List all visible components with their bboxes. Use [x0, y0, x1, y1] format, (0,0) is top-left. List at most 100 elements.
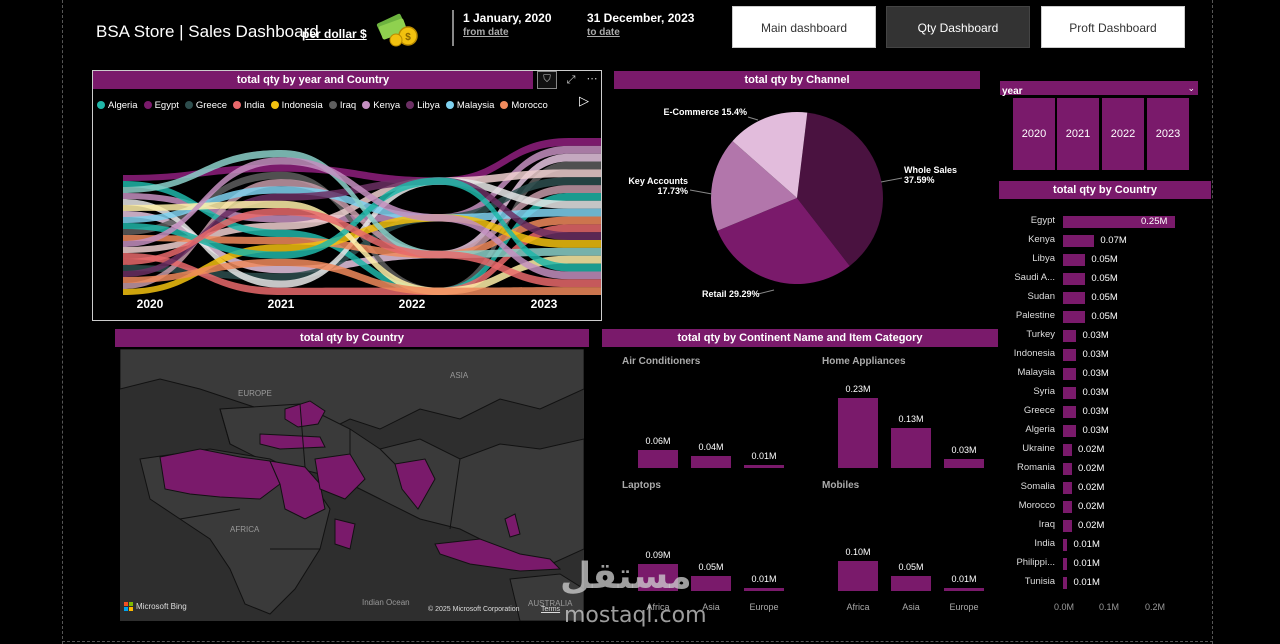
map-terms-link[interactable]: Terms	[541, 606, 561, 613]
country-bar[interactable]	[1063, 501, 1072, 513]
small-multiple-bar[interactable]	[891, 428, 931, 468]
legend-item[interactable]: Egypt	[143, 100, 179, 111]
country-bar-row[interactable]: Iraq 0.02M	[1000, 519, 1220, 533]
country-bar-row[interactable]: Somalia 0.02M	[1000, 481, 1220, 495]
slicer-dropdown-icon[interactable]: ⌄	[1187, 83, 1195, 93]
small-multiple-bar[interactable]	[638, 449, 678, 468]
to-date-label[interactable]: to date	[587, 27, 620, 38]
legend-item[interactable]: Algeria	[97, 100, 138, 111]
country-bar[interactable]	[1063, 444, 1072, 456]
stream-band[interactable]	[123, 181, 601, 295]
country-bar[interactable]	[1063, 235, 1095, 247]
country-bar-row[interactable]: Egypt 0.25M	[1000, 215, 1220, 229]
country-bar[interactable]	[1063, 349, 1077, 361]
small-multiple-bar[interactable]	[744, 464, 784, 468]
country-bar-row[interactable]: Libya 0.05M	[1000, 253, 1220, 267]
country-bar[interactable]	[1063, 425, 1077, 437]
stream-year-label: 2021	[268, 297, 295, 311]
country-bar-row[interactable]: Philippi... 0.01M	[1000, 557, 1220, 571]
country-bar[interactable]	[1063, 577, 1068, 589]
country-bar[interactable]	[1063, 387, 1077, 399]
stream-band[interactable]	[123, 145, 601, 223]
profit-dashboard-button[interactable]: Proft Dashboard	[1041, 6, 1185, 48]
year-tile-2020[interactable]: 2020	[1013, 98, 1055, 170]
country-bar[interactable]	[1063, 254, 1086, 266]
country-bar-row[interactable]: Turkey 0.03M	[1000, 329, 1220, 343]
country-bar[interactable]	[1063, 482, 1072, 494]
country-bar-row[interactable]: Malaysia 0.03M	[1000, 367, 1220, 381]
country-bar-row[interactable]: Tunisia 0.01M	[1000, 576, 1220, 590]
year-tile-2022[interactable]: 2022	[1102, 98, 1144, 170]
from-date-label[interactable]: from date	[463, 27, 509, 38]
stream-band[interactable]	[123, 138, 601, 185]
country-bar[interactable]	[1063, 216, 1175, 228]
small-multiple-bar[interactable]	[838, 560, 878, 591]
year-tile-2021[interactable]: 2021	[1057, 98, 1099, 170]
stream-band[interactable]	[123, 214, 601, 295]
map-canvas[interactable]: EUROPE ASIA AFRICA Indian Ocean AUSTRALI…	[120, 349, 584, 621]
legend-item[interactable]: Kenya	[362, 100, 400, 111]
country-bar[interactable]	[1063, 273, 1086, 285]
legend-item[interactable]: Morocco	[500, 100, 548, 111]
pie-slice[interactable]	[717, 198, 850, 284]
country-bar[interactable]	[1063, 463, 1072, 475]
legend-item[interactable]: Malaysia	[445, 100, 494, 111]
stream-band[interactable]	[123, 216, 601, 259]
country-bar-row[interactable]: Algeria 0.03M	[1000, 424, 1220, 438]
stream-band[interactable]	[123, 169, 601, 253]
legend-item[interactable]: Iraq	[328, 100, 356, 111]
filter-icon[interactable]: ⛉	[537, 71, 557, 89]
small-multiple-bar[interactable]	[638, 563, 678, 591]
country-bar[interactable]	[1063, 558, 1068, 570]
small-multiple-bar[interactable]	[944, 458, 984, 468]
qty-dashboard-button[interactable]: Qty Dashboard	[886, 6, 1030, 48]
stream-band[interactable]	[123, 258, 601, 295]
legend-dot	[233, 101, 242, 109]
legend-item[interactable]: Greece	[184, 100, 227, 111]
stream-band[interactable]	[123, 208, 601, 288]
country-bar[interactable]	[1063, 368, 1077, 380]
country-bar-row[interactable]: Sudan 0.05M	[1000, 291, 1220, 305]
more-options-icon[interactable]: ⋯	[586, 73, 598, 85]
small-multiple-bar[interactable]	[691, 455, 731, 468]
stream-chart-panel[interactable]	[92, 70, 602, 321]
country-bar[interactable]	[1063, 520, 1072, 532]
country-bar-row[interactable]: Syria 0.03M	[1000, 386, 1220, 400]
country-bar[interactable]	[1063, 311, 1086, 323]
country-bar-row[interactable]: Ukraine 0.02M	[1000, 443, 1220, 457]
pie-slice[interactable]	[732, 112, 808, 198]
stream-band[interactable]	[123, 224, 601, 295]
year-tile-2023[interactable]: 2023	[1147, 98, 1189, 170]
country-bar[interactable]	[1063, 539, 1068, 551]
country-bar-row[interactable]: Palestine 0.05M	[1000, 310, 1220, 324]
country-bar-row[interactable]: Morocco 0.02M	[1000, 500, 1220, 514]
stream-band[interactable]	[123, 179, 601, 289]
small-multiple-bar[interactable]	[744, 587, 784, 591]
stream-band[interactable]	[123, 200, 601, 295]
pie-slice[interactable]	[711, 141, 797, 231]
country-bar[interactable]	[1063, 330, 1077, 342]
legend-next-icon[interactable]: ▷	[579, 93, 589, 108]
stream-band[interactable]	[123, 150, 601, 259]
small-multiple-bar[interactable]	[838, 398, 878, 468]
country-bar[interactable]	[1063, 292, 1086, 304]
country-bar-row[interactable]: Indonesia 0.03M	[1000, 348, 1220, 362]
small-multiple-bar[interactable]	[891, 575, 931, 591]
focus-mode-icon[interactable]: ⤢	[566, 74, 576, 86]
legend-item[interactable]: Libya	[406, 100, 440, 111]
country-bar-row[interactable]: Greece 0.03M	[1000, 405, 1220, 419]
country-bar-row[interactable]: Kenya 0.07M	[1000, 234, 1220, 248]
stream-band[interactable]	[123, 177, 601, 272]
pie-slice[interactable]	[797, 112, 883, 266]
pie-leader-line	[757, 289, 775, 295]
legend-item[interactable]: India	[233, 100, 265, 111]
country-bar-row[interactable]: India 0.01M	[1000, 538, 1220, 552]
country-bar[interactable]	[1063, 406, 1077, 418]
country-bar-row[interactable]: Romania 0.02M	[1000, 462, 1220, 476]
country-bar-row[interactable]: Saudi A... 0.05M	[1000, 272, 1220, 286]
legend-item[interactable]: Indonesia	[270, 100, 323, 111]
small-multiple-bar[interactable]	[944, 587, 984, 591]
small-multiple-bar[interactable]	[691, 575, 731, 591]
main-dashboard-button[interactable]: Main dashboard	[732, 6, 876, 48]
